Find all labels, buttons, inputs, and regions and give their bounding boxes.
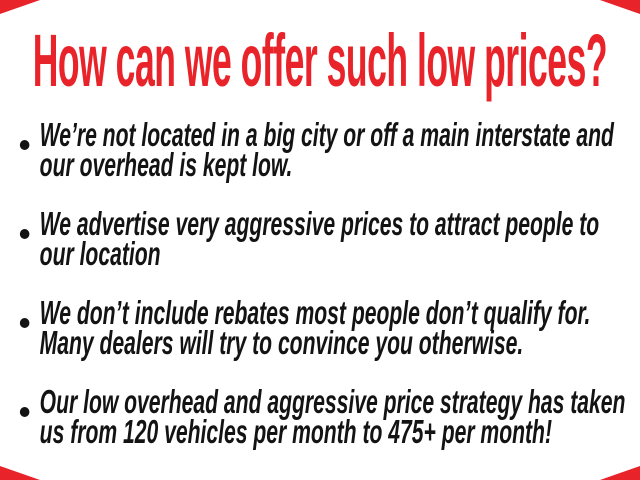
bullet-line: our location <box>39 235 161 272</box>
bullet-dot-icon <box>19 407 30 417</box>
bullet-item: We advertise very aggressive prices to a… <box>0 205 640 272</box>
bullet-dot-icon <box>19 318 30 328</box>
bullet-line: our overhead is kept low. <box>39 146 293 183</box>
bullet-list: We’re not located in a big city or off a… <box>0 116 640 476</box>
bullet-item: We don’t include rebates most people don… <box>0 294 640 361</box>
bullet-line: We’re not located in a big city or off a… <box>39 116 614 153</box>
bullet-item: Our low overhead and aggressive price st… <box>0 383 640 450</box>
bullet-line: We advertise very aggressive prices to a… <box>39 205 600 242</box>
bullet-line: We don’t include rebates most people don… <box>39 294 591 331</box>
bullet-line: us from 120 vehicles per month to 475+ p… <box>39 413 552 450</box>
slide-title: How can we offer such low prices? <box>32 19 608 102</box>
corner-accent-top-left <box>0 0 40 14</box>
bullet-dot-icon <box>19 229 30 239</box>
bullet-dot-icon <box>19 140 30 150</box>
corner-accent-bottom-left <box>0 466 40 480</box>
corner-accent-bottom-right <box>600 466 640 480</box>
corner-accent-top-right <box>600 0 640 14</box>
bullet-item: We’re not located in a big city or off a… <box>0 116 640 183</box>
bullet-line: Our low overhead and aggressive price st… <box>39 383 626 420</box>
bullet-line: Many dealers will try to convince you ot… <box>39 324 524 361</box>
